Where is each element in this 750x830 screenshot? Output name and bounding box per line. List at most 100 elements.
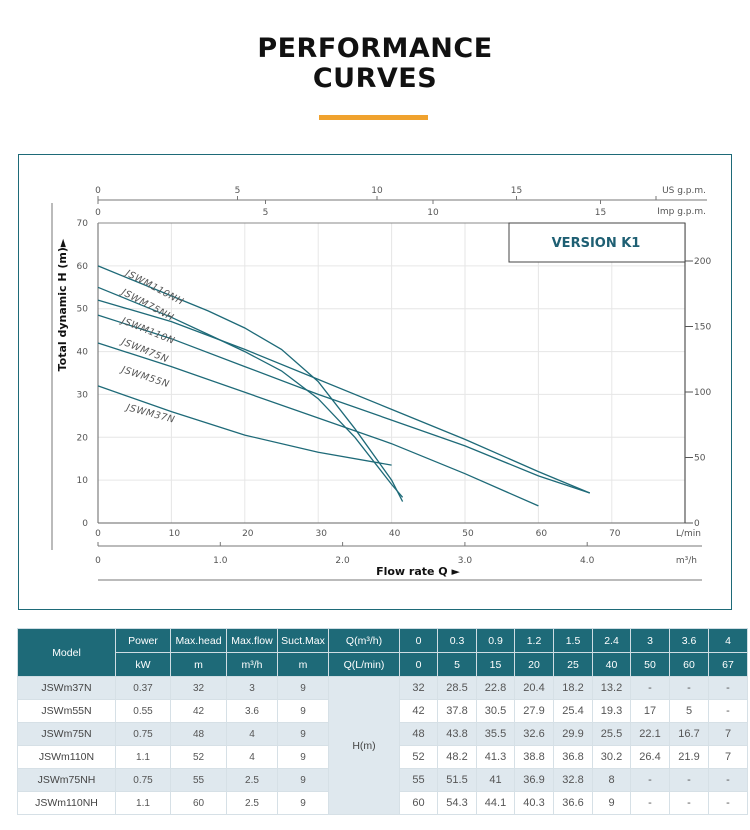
cell-suct-max: 9 — [277, 699, 329, 723]
us-gpm-tick-label: 5 — [235, 186, 241, 196]
right-axis-tick-label: 150 — [694, 323, 711, 333]
cell-head-value: 54.3 — [437, 791, 477, 815]
x-tick-label: 60 — [536, 529, 548, 539]
cell-suct-max: 9 — [277, 791, 329, 815]
col-model: Model — [17, 628, 116, 677]
col-max-head: Max.head — [170, 628, 227, 653]
cell-max-flow: 3 — [226, 676, 278, 700]
q-m3h-value: 0.3 — [437, 628, 477, 653]
x-tick-label: 70 — [609, 529, 621, 539]
us-gpm-tick-label: 0 — [95, 186, 101, 196]
m3h-tick-label: 1.0 — [213, 556, 228, 566]
cell-head-value: 41.3 — [476, 745, 515, 769]
unit-max-head: m — [170, 652, 227, 677]
cell-head-value: 48.2 — [437, 745, 477, 769]
cell-head-value: 17 — [630, 699, 670, 723]
imp-gpm-unit: Imp g.p.m. — [657, 207, 706, 217]
q-lmin-value: 5 — [437, 652, 477, 677]
cell-h-label: H(m) — [328, 676, 400, 815]
version-box — [508, 222, 686, 263]
y-axis-title: Total dynamic H (m)► — [56, 238, 69, 371]
right-axis-tick-label: 100 — [694, 388, 711, 398]
x-tick-label: 20 — [242, 529, 254, 539]
cell-head-value: 41 — [476, 768, 515, 792]
q-m3h-value: 1.2 — [514, 628, 554, 653]
m3h-unit: m³/h — [676, 556, 697, 566]
cell-model: JSWm37N — [17, 676, 116, 700]
q-lmin-value: 25 — [553, 652, 593, 677]
cell-power: 1.1 — [115, 791, 171, 815]
table-row: JSWm37N 0.37 32 3 9 H(m) 32 28.5 22.8 20.4 18.2 13.… — [17, 676, 748, 815]
cell-max-head: 55 — [170, 768, 227, 792]
imp-gpm-tick-label: 15 — [595, 208, 606, 218]
cell-head-value: 28.5 — [437, 676, 477, 700]
cell-head-value: 21.9 — [669, 745, 709, 769]
cell-head-value: 37.8 — [437, 699, 477, 723]
cell-head-value: 5 — [669, 699, 709, 723]
y-tick-label: 0 — [82, 519, 88, 529]
x-tick-label: 10 — [169, 529, 181, 539]
us-gpm-tick-label: 10 — [371, 186, 383, 196]
cell-head-value: - — [708, 699, 748, 723]
cell-model: JSWm110NH — [17, 791, 116, 815]
y-tick-label: 10 — [77, 476, 89, 486]
col-q-m3h: Q(m³/h) — [328, 628, 400, 653]
cell-head-value: 32.6 — [514, 722, 554, 746]
imp-gpm-tick-label: 0 — [95, 208, 101, 218]
cell-head-value: 27.9 — [514, 699, 554, 723]
cell-head-value: 30.2 — [592, 745, 631, 769]
right-axis-tick-label: 0 — [694, 519, 700, 529]
cell-max-flow: 2.5 — [226, 791, 278, 815]
cell-max-flow: 2.5 — [226, 768, 278, 792]
cell-head-value: 51.5 — [437, 768, 477, 792]
cell-max-flow: 3.6 — [226, 699, 278, 723]
cell-head-value: 30.5 — [476, 699, 515, 723]
cell-head-value: 36.8 — [553, 745, 593, 769]
chart-curves — [97, 265, 591, 507]
cell-model: JSWm55N — [17, 699, 116, 723]
cell-head-value: 7 — [708, 722, 748, 746]
cell-head-value: 16.7 — [669, 722, 709, 746]
cell-head-value: 29.9 — [553, 722, 593, 746]
cell-head-value: 13.2 — [592, 676, 631, 700]
q-lmin-value: 67 — [708, 652, 748, 677]
col-suct-max: Suct.Max — [277, 628, 329, 653]
cell-max-flow: 4 — [226, 745, 278, 769]
chart-frame — [18, 154, 732, 610]
cell-head-value: 9 — [592, 791, 631, 815]
m3h-tick-label: 3.0 — [458, 556, 473, 566]
cell-head-value: 42 — [399, 699, 438, 723]
curve-jswm75nh — [97, 286, 404, 498]
cell-model: JSWm110N — [17, 745, 116, 769]
table-row: JSWm110N 1.1 52 4 9 52 48.2 41.3 38.8 36.8 30.2 26.… — [17, 745, 748, 769]
m3h-tick-label: 4.0 — [580, 556, 595, 566]
version-label: VERSION K1 — [552, 236, 641, 251]
cell-head-value: 38.8 — [514, 745, 554, 769]
chart-grid — [98, 222, 685, 523]
cell-max-head: 42 — [170, 699, 227, 723]
x-tick-label: 50 — [462, 529, 474, 539]
cell-max-head: 48 — [170, 722, 227, 746]
cell-model: JSWm75N — [17, 722, 116, 746]
cell-head-value: 22.1 — [630, 722, 670, 746]
q-m3h-value: 4 — [708, 628, 748, 653]
cell-head-value: 25.4 — [553, 699, 593, 723]
us-gpm-unit: US g.p.m. — [662, 186, 706, 196]
curve-jswm110n — [97, 299, 591, 494]
cell-suct-max: 9 — [277, 768, 329, 792]
q-lmin-value: 15 — [476, 652, 515, 677]
cell-power: 0.55 — [115, 699, 171, 723]
cell-head-value: 32.8 — [553, 768, 593, 792]
cell-head-value: 7 — [708, 745, 748, 769]
right-axis-tick-label: 200 — [694, 257, 711, 267]
cell-head-value: - — [630, 676, 670, 700]
cell-head-value: 44.1 — [476, 791, 515, 815]
cell-max-head: 52 — [170, 745, 227, 769]
cell-head-value: 36.6 — [553, 791, 593, 815]
cell-power: 1.1 — [115, 745, 171, 769]
table-row: JSWm75N 0.75 48 4 9 48 43.8 35.5 32.6 29.9 25.5 22.… — [17, 722, 748, 746]
cell-head-value: 36.9 — [514, 768, 554, 792]
x-tick-label: 0 — [95, 529, 101, 539]
cell-head-value: - — [669, 676, 709, 700]
cell-suct-max: 9 — [277, 722, 329, 746]
